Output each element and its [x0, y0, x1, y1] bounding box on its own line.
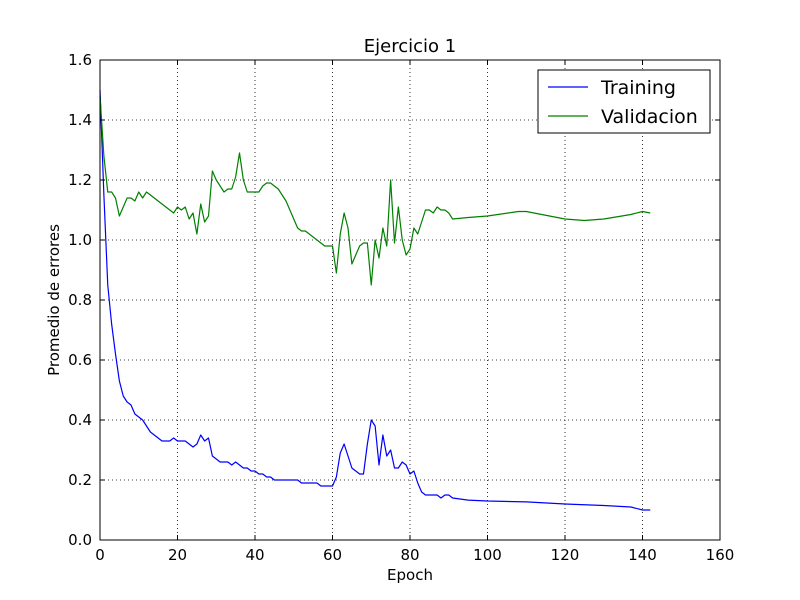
legend-label-validacion: Validacion — [601, 106, 698, 128]
y-tick-label: 0.2 — [68, 471, 92, 489]
y-tick-label: 0.0 — [68, 531, 92, 549]
y-tick-label: 0.6 — [68, 351, 92, 369]
x-tick-label: 80 — [400, 546, 419, 564]
series-line-validacion — [99, 95, 651, 286]
y-axis-label: Promedio de errores — [45, 224, 63, 376]
chart-title: Ejercicio 1 — [364, 36, 456, 57]
x-tick-label: 60 — [323, 546, 342, 564]
x-tick-label: 120 — [551, 546, 580, 564]
y-tick-label: 0.4 — [68, 411, 92, 429]
x-tick-label: 160 — [706, 546, 735, 564]
x-tick-label: 0 — [95, 546, 105, 564]
x-tick-label: 40 — [245, 546, 264, 564]
series-line-training — [99, 89, 651, 511]
x-tick-label: 20 — [168, 546, 187, 564]
legend-label-training: Training — [600, 77, 676, 99]
y-tick-label: 1.6 — [68, 51, 92, 69]
y-tick-label: 0.8 — [68, 291, 92, 309]
x-tick-label: 100 — [473, 546, 502, 564]
y-tick-label: 1.2 — [68, 171, 92, 189]
y-tick-label: 1.0 — [68, 231, 92, 249]
legend-box — [537, 69, 711, 134]
x-tick-label: 140 — [628, 546, 657, 564]
y-tick-label: 1.4 — [68, 111, 92, 129]
x-axis-label: Epoch — [387, 566, 433, 584]
